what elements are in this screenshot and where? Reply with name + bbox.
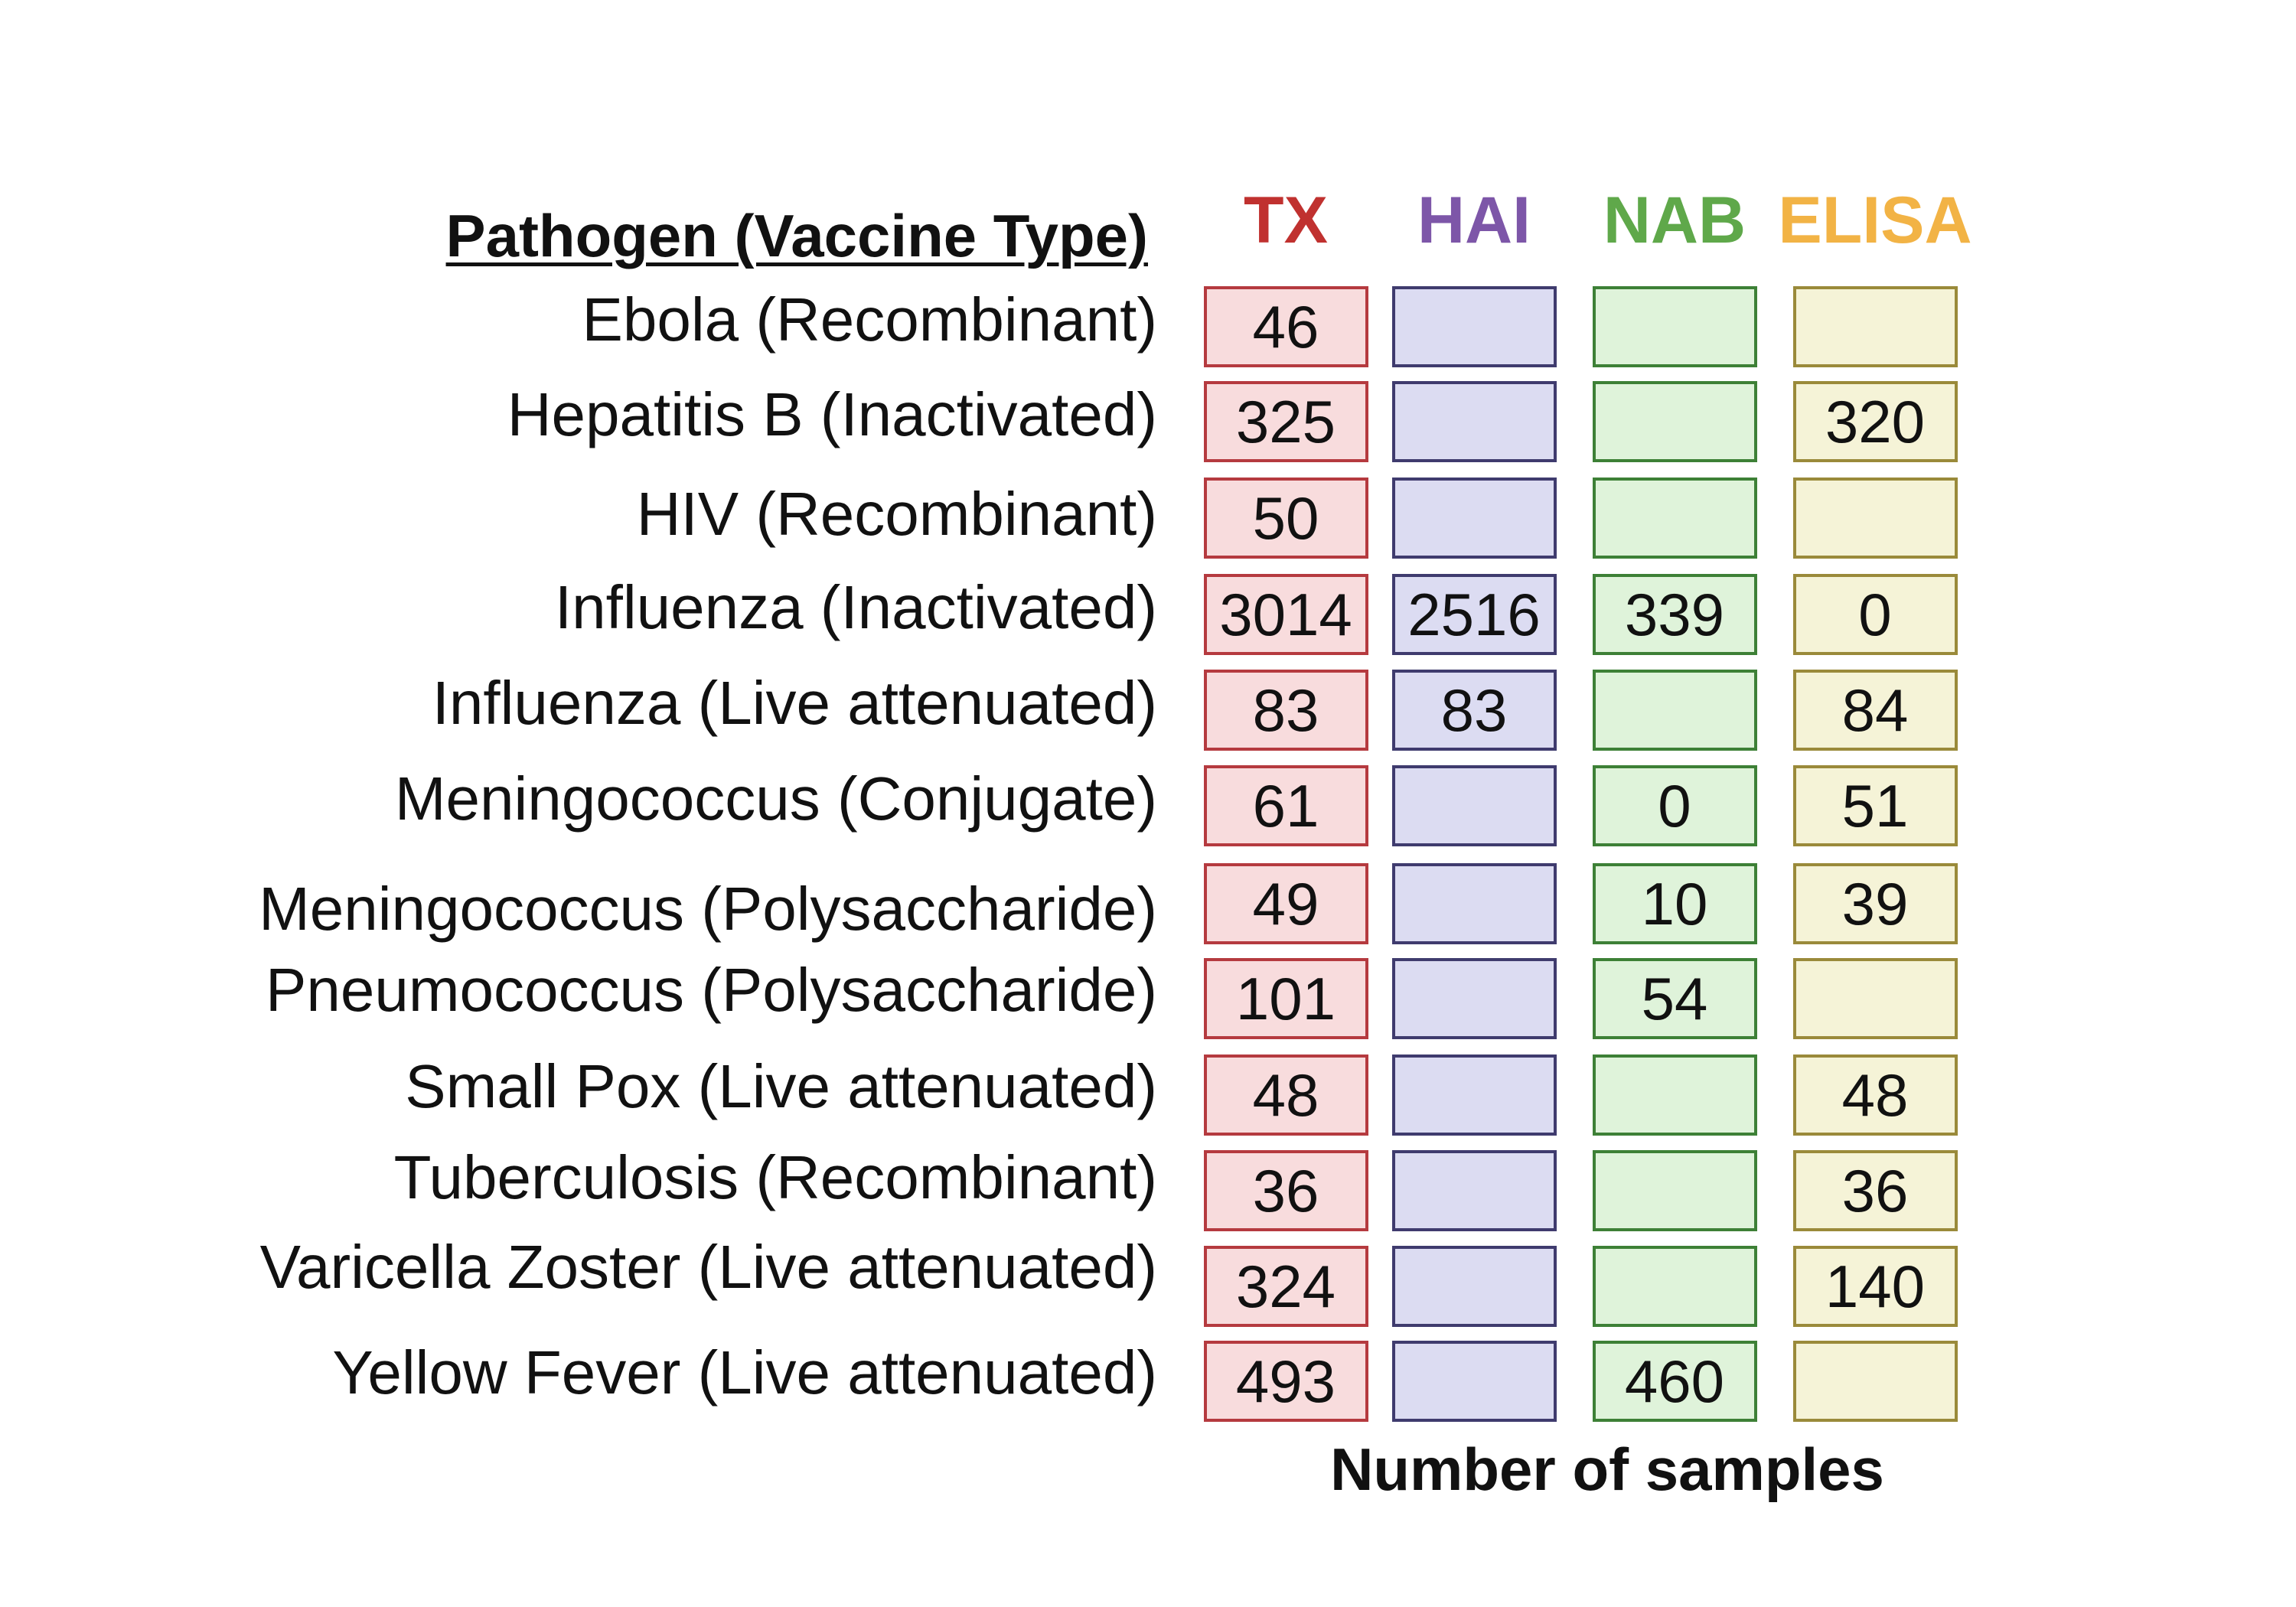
cell-hai [1391, 1054, 1557, 1136]
cell-hai: 2516 [1391, 574, 1557, 655]
cell-tx: 49 [1203, 863, 1368, 944]
cell-elisa: 36 [1792, 1150, 1958, 1231]
cell-nab [1592, 286, 1757, 367]
column-header-elisa: ELISA [1778, 184, 1972, 257]
cell-hai [1391, 1341, 1557, 1422]
cell-nab [1592, 478, 1757, 559]
cell-nab: 460 [1592, 1341, 1757, 1422]
cell-tx: 324 [1203, 1246, 1368, 1327]
cell-elisa: 39 [1792, 863, 1958, 944]
row-header-title: Pathogen (Vaccine Type) [445, 202, 1148, 269]
cell-elisa: 140 [1792, 1246, 1958, 1327]
cell-hai [1391, 958, 1557, 1039]
row-label: Meningococcus (Polysaccharide) [259, 875, 1157, 943]
cell-tx: 48 [1203, 1054, 1368, 1136]
cell-tx: 325 [1203, 381, 1368, 462]
cell-nab [1592, 381, 1757, 462]
cell-hai [1391, 1246, 1557, 1327]
cell-nab: 10 [1592, 863, 1757, 944]
cell-hai [1391, 478, 1557, 559]
row-label: Hepatitis B (Inactivated) [507, 380, 1157, 448]
cell-nab: 54 [1592, 958, 1757, 1039]
row-label: Yellow Fever (Live attenuated) [332, 1338, 1157, 1407]
cell-elisa: 320 [1792, 381, 1958, 462]
cell-hai: 83 [1391, 670, 1557, 751]
cell-tx: 36 [1203, 1150, 1368, 1231]
cell-tx: 83 [1203, 670, 1368, 751]
cell-tx: 493 [1203, 1341, 1368, 1422]
cell-hai [1391, 863, 1557, 944]
row-label: Ebola (Recombinant) [582, 285, 1157, 354]
column-header-nab: NAB [1603, 184, 1746, 257]
row-label: Small Pox (Live attenuated) [405, 1052, 1157, 1120]
row-label: Pneumococcus (Polysaccharide) [266, 956, 1157, 1024]
cell-elisa [1792, 1341, 1958, 1422]
cell-nab [1592, 1054, 1757, 1136]
cell-elisa [1792, 286, 1958, 367]
cell-elisa [1792, 958, 1958, 1039]
cell-nab [1592, 1150, 1757, 1231]
row-label: Varicella Zoster (Live attenuated) [259, 1233, 1157, 1301]
column-header-tx: TX [1244, 184, 1328, 257]
row-label: Tuberculosis (Recombinant) [393, 1143, 1157, 1211]
cell-tx: 50 [1203, 478, 1368, 559]
cell-nab: 0 [1592, 765, 1757, 846]
row-label: Meningococcus (Conjugate) [394, 764, 1157, 833]
cell-hai [1391, 1150, 1557, 1231]
x-axis-label: Number of samples [1330, 1436, 1884, 1503]
cell-nab [1592, 670, 1757, 751]
cell-elisa: 84 [1792, 670, 1958, 751]
cell-hai [1391, 765, 1557, 846]
column-header-hai: HAI [1417, 184, 1531, 257]
cell-elisa [1792, 478, 1958, 559]
cell-hai [1391, 381, 1557, 462]
cell-tx: 3014 [1203, 574, 1368, 655]
cell-tx: 46 [1203, 286, 1368, 367]
row-label: HIV (Recombinant) [636, 480, 1157, 548]
cell-nab: 339 [1592, 574, 1757, 655]
row-label: Influenza (Live attenuated) [432, 669, 1157, 737]
cell-elisa: 0 [1792, 574, 1958, 655]
cell-tx: 101 [1203, 958, 1368, 1039]
cell-hai [1391, 286, 1557, 367]
cell-elisa: 48 [1792, 1054, 1958, 1136]
row-label: Influenza (Inactivated) [554, 573, 1157, 641]
cell-elisa: 51 [1792, 765, 1958, 846]
cell-nab [1592, 1246, 1757, 1327]
cell-tx: 61 [1203, 765, 1368, 846]
